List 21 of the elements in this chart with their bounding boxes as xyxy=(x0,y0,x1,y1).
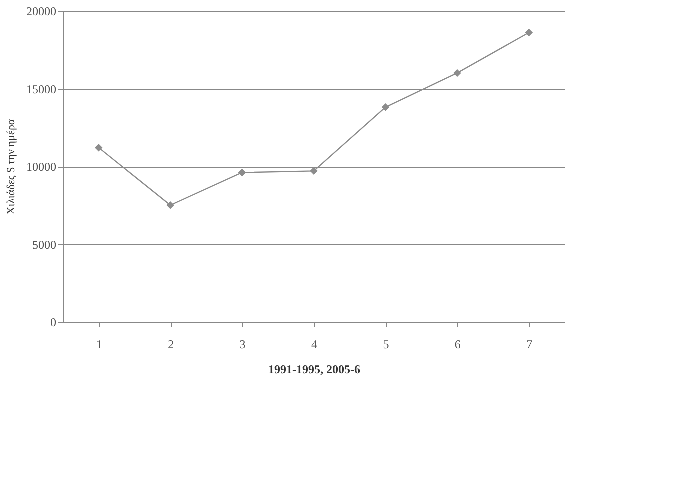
x-tick-label: 7 xyxy=(526,338,533,352)
y-tick-label: 10000 xyxy=(26,160,56,174)
x-tick-label: 2 xyxy=(168,338,174,352)
point xyxy=(525,28,534,37)
point xyxy=(382,104,390,112)
x-tick-label: 5 xyxy=(383,338,390,352)
y-tick-label: 0 xyxy=(50,316,56,330)
x-tick-label: 3 xyxy=(240,338,246,352)
y-axis-title: Χιλιάδες $ την ημέρα xyxy=(6,119,18,215)
point xyxy=(94,144,103,152)
y-tick-label: 15000 xyxy=(26,82,56,96)
x-tick-label: 6 xyxy=(454,338,461,352)
point xyxy=(238,168,246,177)
point xyxy=(166,202,174,210)
point xyxy=(310,167,318,176)
x-tick-label: 1 xyxy=(96,338,102,352)
y-tick-label: 5000 xyxy=(32,238,56,252)
x-axis-title: 1991-1995, 2005-6 xyxy=(268,362,360,376)
y-tick-label: 20000 xyxy=(26,4,56,18)
x-tick-label: 4 xyxy=(312,338,318,352)
point xyxy=(454,69,462,78)
